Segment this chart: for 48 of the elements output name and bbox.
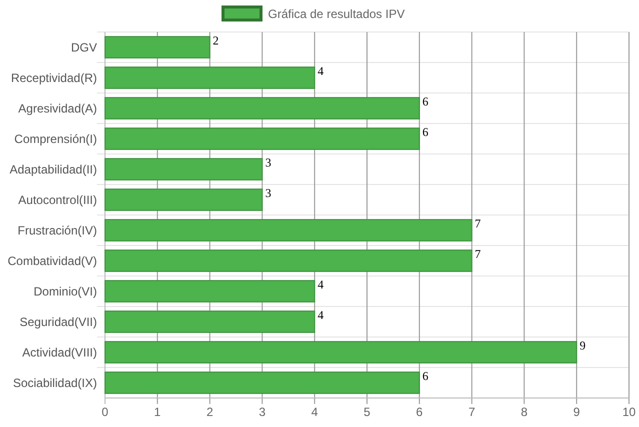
- data-label: 6: [422, 369, 428, 384]
- bar: [104, 280, 316, 302]
- data-label: 4: [318, 64, 324, 78]
- x-tick-label: 5: [364, 405, 371, 419]
- bar: [104, 250, 472, 272]
- x-tick-label: 10: [622, 405, 636, 419]
- data-label: 7: [474, 247, 481, 262]
- x-tick-label: 1: [154, 405, 162, 419]
- y-tick-label: Frustración(IV): [18, 223, 97, 238]
- y-tick-label: Receptividad(R): [10, 70, 97, 85]
- y-tick-label: Autocontrol(III): [18, 192, 97, 207]
- x-tick-label: 3: [258, 405, 266, 419]
- y-tick-label: Dominio(VI): [34, 284, 97, 298]
- y-tick-label: Combatividad(V): [8, 254, 97, 268]
- legend-label: Gráfica de resultados IPV: [268, 7, 405, 22]
- data-label: 3: [265, 186, 272, 200]
- x-tick-label: 9: [573, 405, 580, 419]
- data-label: 4: [318, 278, 324, 292]
- bar: [104, 341, 578, 364]
- x-tick-label: 4: [311, 405, 318, 419]
- bar: [104, 128, 420, 150]
- x-tick-label: 2: [206, 405, 214, 419]
- bar: [104, 97, 420, 120]
- bar: [104, 36, 210, 58]
- data-label: 4: [318, 308, 324, 322]
- y-tick-label: Sociabilidad(IX): [12, 376, 97, 390]
- y-tick-label: DGV: [70, 40, 97, 54]
- data-label: 7: [474, 216, 481, 231]
- x-tick-label: 0: [102, 405, 109, 419]
- y-tick-label: Adaptabilidad(II): [10, 162, 97, 176]
- y-tick-label: Agresividad(A): [18, 101, 97, 116]
- bar: [104, 158, 263, 180]
- x-tick-label: 6: [416, 405, 424, 419]
- data-label: 2: [212, 34, 219, 48]
- x-tick-label: 7: [468, 405, 476, 419]
- data-label: 6: [422, 125, 428, 140]
- bar: [104, 310, 316, 333]
- bar: [104, 219, 472, 242]
- y-tick-label: Actividad(VIII): [22, 345, 97, 360]
- bar: [104, 188, 263, 211]
- data-label: 9: [580, 338, 586, 353]
- data-label: 3: [265, 156, 272, 170]
- x-tick-label: 8: [520, 405, 528, 419]
- y-tick-label: Seguridad(VII): [20, 314, 97, 329]
- data-label: 6: [422, 94, 428, 109]
- bar: [104, 66, 316, 89]
- bar: [104, 372, 420, 394]
- y-tick-label: Comprensión(I): [14, 132, 97, 146]
